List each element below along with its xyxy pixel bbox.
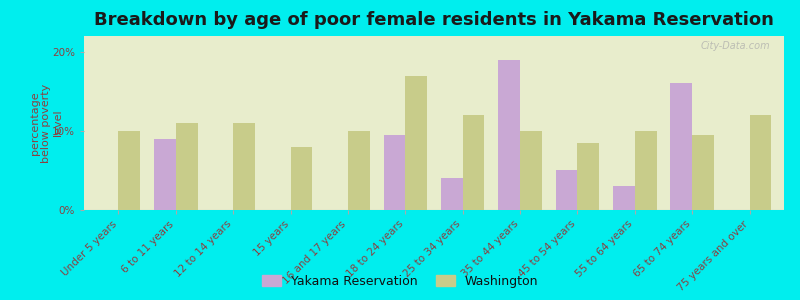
Bar bbox=[635, 131, 657, 210]
Y-axis label: percentage
below poverty
level: percentage below poverty level bbox=[30, 83, 63, 163]
Bar bbox=[462, 115, 485, 210]
Bar bbox=[290, 147, 312, 210]
Title: Breakdown by age of poor female residents in Yakama Reservation: Breakdown by age of poor female resident… bbox=[94, 11, 774, 29]
Bar bbox=[613, 186, 635, 210]
Bar bbox=[406, 76, 427, 210]
Bar bbox=[154, 139, 176, 210]
Bar bbox=[233, 123, 255, 210]
Bar bbox=[578, 143, 599, 210]
Bar bbox=[498, 60, 520, 210]
Bar bbox=[118, 131, 140, 210]
Legend: Yakama Reservation, Washington: Yakama Reservation, Washington bbox=[262, 275, 538, 288]
Bar bbox=[692, 135, 714, 210]
Bar bbox=[176, 123, 198, 210]
Bar bbox=[348, 131, 370, 210]
Bar bbox=[750, 115, 771, 210]
Bar bbox=[520, 131, 542, 210]
Bar bbox=[441, 178, 462, 210]
Bar bbox=[670, 83, 692, 210]
Text: City-Data.com: City-Data.com bbox=[700, 41, 770, 51]
Bar bbox=[556, 170, 578, 210]
Bar bbox=[383, 135, 406, 210]
